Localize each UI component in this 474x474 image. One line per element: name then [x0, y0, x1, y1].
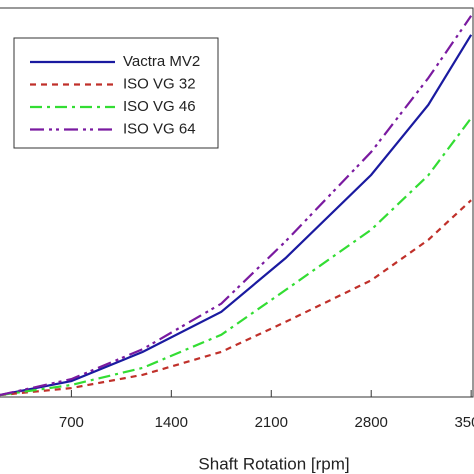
x-tick-label: 3500	[454, 414, 474, 431]
x-tick-label: 1400	[155, 414, 188, 431]
legend-label: ISO VG 64	[123, 120, 196, 137]
legend-label: Vactra MV2	[123, 53, 200, 70]
series-line	[0, 34, 473, 397]
plot-frame	[0, 7, 474, 398]
x-tick-label: 700	[59, 414, 84, 431]
legend-label: ISO VG 32	[123, 75, 196, 92]
legend-label: ISO VG 46	[123, 98, 196, 115]
x-axis-label: Shaft Rotation [rpm]	[198, 454, 349, 473]
series-line	[0, 117, 473, 397]
x-tick-label: 2800	[355, 414, 388, 431]
legend-box	[13, 37, 219, 149]
x-tick-label: 2100	[255, 414, 288, 431]
series-line	[0, 199, 472, 397]
